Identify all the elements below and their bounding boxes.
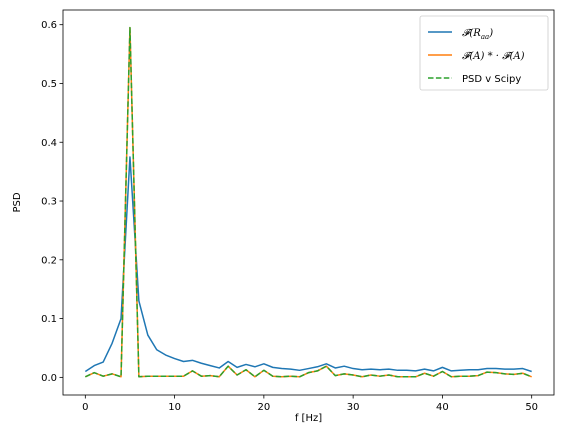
legend-label-series-3: PSD v Scipy bbox=[462, 74, 521, 85]
y-tick-label: 0.0 bbox=[41, 373, 57, 384]
series-line-1 bbox=[84, 156, 532, 373]
y-tick-label: 0.3 bbox=[41, 197, 57, 208]
y-axis-title: PSD bbox=[12, 192, 23, 212]
y-tick-label: 0.4 bbox=[41, 138, 57, 149]
legend-label-series-1: 𝓕(Raa) bbox=[462, 28, 493, 41]
y-tick-label: 0.6 bbox=[41, 20, 57, 31]
x-axis: 0 10 20 30 40 50 bbox=[82, 395, 538, 413]
y-tick-label: 0.2 bbox=[41, 255, 57, 266]
axes-frame bbox=[62, 9, 555, 396]
plot-area bbox=[62, 9, 555, 396]
y-tick-label: 0.1 bbox=[41, 314, 57, 325]
x-axis-title: f [Hz] bbox=[295, 413, 322, 424]
legend: 𝓕(Raa) 𝓕(A) * · 𝓕(A) PSD v Scipy bbox=[419, 15, 549, 91]
legend-label-series-2: 𝓕(A) * · 𝓕(A) bbox=[462, 51, 525, 62]
y-axis: 0.0 0.1 0.2 0.3 0.4 0.5 0.6 bbox=[41, 20, 63, 384]
x-tick-label: 50 bbox=[525, 402, 538, 413]
y-tick-label: 0.5 bbox=[41, 79, 57, 90]
x-tick-label: 10 bbox=[168, 402, 181, 413]
series-line-3 bbox=[85, 26, 532, 378]
legend-box bbox=[419, 15, 549, 91]
x-tick-label: 20 bbox=[257, 402, 270, 413]
series-layer bbox=[84, 26, 532, 378]
x-tick-label: 30 bbox=[347, 402, 360, 413]
x-tick-label: 40 bbox=[436, 402, 449, 413]
x-tick-label: 0 bbox=[82, 402, 88, 413]
